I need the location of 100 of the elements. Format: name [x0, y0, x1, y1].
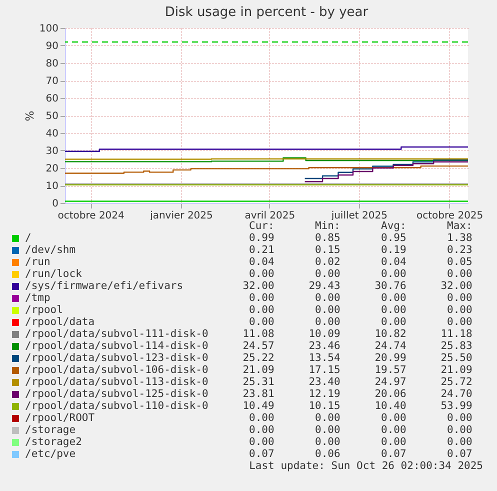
text: 0.00	[446, 304, 472, 316]
text: 0.00	[380, 268, 406, 280]
legend-label: /dev/shm	[24, 244, 77, 256]
legend-label: /rpool/data/subvol-114-disk-0	[24, 340, 208, 352]
text: 1.38	[446, 232, 472, 244]
text: 0.00	[446, 268, 472, 280]
legend-label: /rpool/ROOT	[24, 412, 96, 424]
text: 23.81	[242, 388, 274, 400]
legend-label: /rpool/data	[24, 316, 96, 328]
text: 24.74	[374, 340, 406, 352]
text: 10.09	[308, 328, 340, 340]
text: 17.15	[308, 364, 340, 376]
text: 0.04	[248, 256, 274, 268]
text: 20.06	[374, 388, 406, 400]
text: 30.76	[374, 280, 406, 292]
legend-label: /rpool/data/subvol-111-disk-0	[24, 328, 208, 340]
legend-label: /rpool/data/subvol-106-disk-0	[24, 364, 208, 376]
text: 0.04	[380, 256, 406, 268]
text: 24.57	[242, 340, 274, 352]
text: 10.40	[374, 400, 406, 412]
text: 24.70	[440, 388, 472, 400]
text: 29.43	[308, 280, 340, 292]
x-tick-label: avril 2025	[244, 210, 296, 222]
legend-label: /run/lock	[24, 268, 83, 280]
text: 24.97	[374, 376, 406, 388]
y-tick-label: 20	[46, 164, 58, 174]
text: 12.19	[308, 388, 340, 400]
text: 0.00	[314, 424, 340, 436]
text: 0.15	[314, 244, 340, 256]
y-tick-label: 10	[46, 181, 58, 192]
y-tick-label: 100	[39, 24, 58, 34]
text: 0.00	[314, 304, 340, 316]
text: Cur:	[248, 220, 274, 232]
legend-label: /storage2	[24, 436, 83, 448]
text: 0.00	[446, 292, 472, 304]
text: Last update: Sun Oct 26 02:00:34 2025	[248, 460, 483, 472]
text: 0.00	[248, 268, 274, 280]
text: 0.00	[314, 412, 340, 424]
text: 0.00	[314, 436, 340, 448]
legend-label: /rpool/data/subvol-110-disk-0	[24, 400, 208, 412]
legend-label: /run	[24, 256, 52, 268]
text: 25.72	[440, 376, 472, 388]
legend-label: /rpool/data/subvol-123-disk-0	[24, 352, 208, 364]
text: 0.00	[380, 292, 406, 304]
text: 25.31	[242, 376, 274, 388]
text: 0.00	[248, 436, 274, 448]
y-tick-label: 40	[46, 128, 58, 140]
text: 10.15	[308, 400, 340, 412]
legend-label: /sys/firmware/efi/efivars	[24, 280, 184, 292]
text: 0.07	[380, 448, 406, 460]
text: 0.00	[446, 412, 472, 424]
text: 0.00	[380, 412, 406, 424]
text: 25.50	[440, 352, 472, 364]
text: 0.23	[446, 244, 472, 256]
text: 20.99	[374, 352, 406, 364]
text: 0.07	[248, 448, 274, 460]
text: 32.00	[242, 280, 274, 292]
text: 0.05	[446, 256, 472, 268]
text: 0.99	[248, 232, 274, 244]
legend-label: /tmp	[24, 292, 52, 304]
legend-label: /rpool	[24, 304, 64, 316]
text: 0.00	[314, 292, 340, 304]
text: 0.85	[314, 232, 340, 244]
text: 10.82	[374, 328, 406, 340]
text: 0.00	[380, 424, 406, 436]
text: 0.00	[248, 424, 274, 436]
legend-label: /etc/pve	[24, 448, 77, 460]
text: 10.49	[242, 400, 274, 412]
x-tick-label: octobre 2025	[416, 210, 484, 222]
text: Max:	[446, 220, 472, 232]
y-tick-label: 50	[46, 111, 58, 122]
text: 0.06	[314, 448, 340, 460]
text: 0.00	[380, 436, 406, 448]
text: 0.00	[314, 268, 340, 280]
y-tick-label: 80	[46, 58, 58, 70]
text: 0.00	[380, 316, 406, 328]
y-tick-label: 90	[46, 41, 58, 52]
text: 0.00	[446, 316, 472, 328]
text: 0.19	[380, 244, 406, 256]
legend-label: /rpool/data/subvol-113-disk-0	[24, 376, 208, 388]
text: 0.21	[248, 244, 274, 256]
text: 0.00	[446, 436, 472, 448]
text: 0.00	[248, 304, 274, 316]
text: 0.00	[380, 304, 406, 316]
text: 0.00	[248, 292, 274, 304]
text: 21.09	[440, 364, 472, 376]
legend-label: /	[24, 232, 32, 244]
y-tick-label: 70	[46, 76, 58, 87]
text: 53.99	[440, 400, 472, 412]
text: 23.46	[308, 340, 340, 352]
text: Avg:	[380, 220, 406, 232]
legend-label: /rpool/data/subvol-125-disk-0	[24, 388, 208, 400]
text: 0.00	[248, 412, 274, 424]
text: 25.83	[440, 340, 472, 352]
text: 0.00	[446, 424, 472, 436]
text: 23.40	[308, 376, 340, 388]
text: 0.07	[446, 448, 472, 460]
text: Min:	[314, 220, 340, 232]
legend-label: /storage	[24, 424, 77, 436]
text: 11.18	[440, 328, 472, 340]
